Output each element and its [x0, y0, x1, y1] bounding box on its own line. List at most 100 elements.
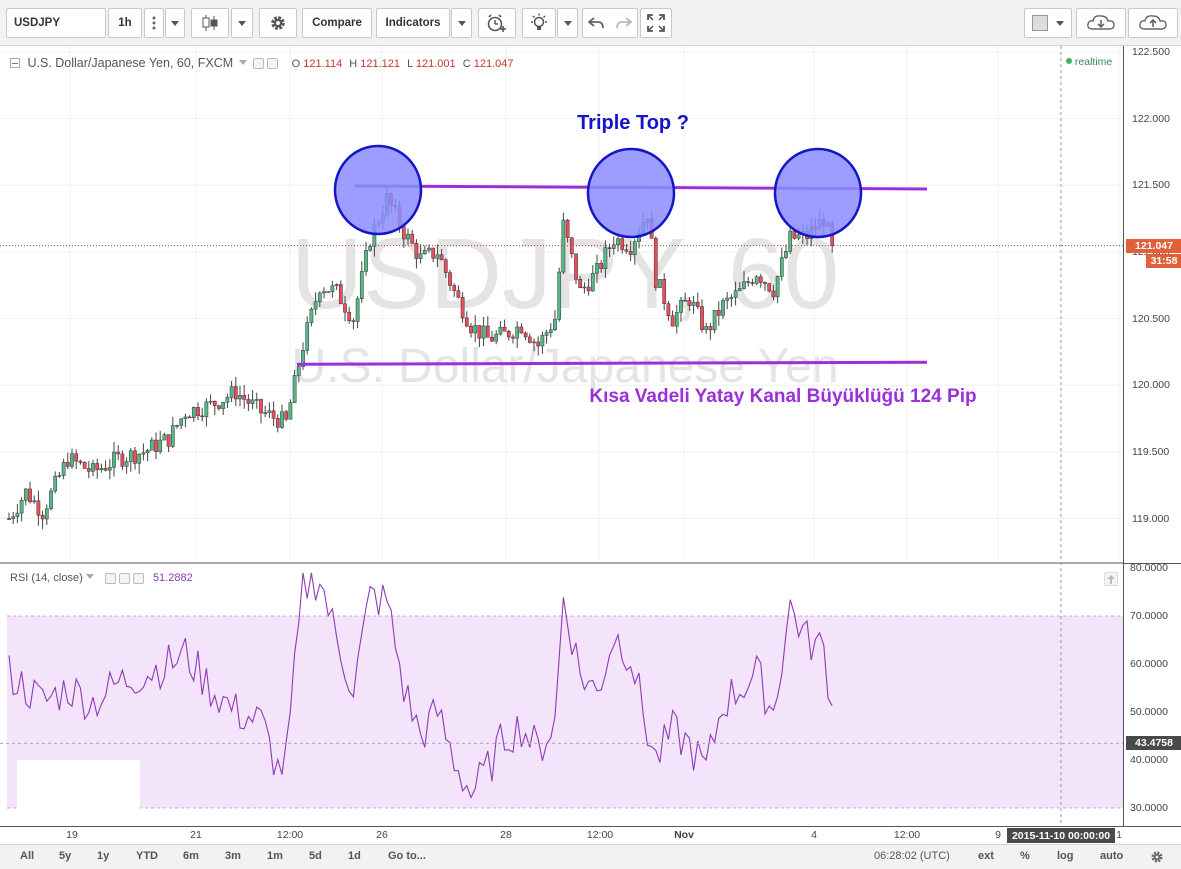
candle-body [670, 315, 675, 327]
candle [19, 497, 24, 522]
chart-style-candles-button[interactable] [191, 8, 229, 38]
collapse-legend-icon[interactable] [10, 58, 20, 68]
chart-style-chevron-down-icon[interactable] [231, 8, 253, 38]
candle-body [708, 326, 713, 331]
candle-body [57, 475, 62, 477]
candle-body [166, 434, 171, 447]
interval-dropdown-chevron-down-icon[interactable] [165, 8, 185, 38]
range-button-1m[interactable]: 1m [267, 850, 283, 862]
candle-body [729, 297, 734, 299]
rsi-tick-label: 40.0000 [1130, 754, 1168, 766]
rsi-maximize-button[interactable] [1104, 572, 1118, 586]
range-button-ytd[interactable]: YTD [136, 850, 158, 862]
candle [44, 504, 49, 525]
range-button-5d[interactable]: 5d [309, 850, 322, 862]
series-settings-gear-icon[interactable] [267, 58, 279, 70]
rsi-settings-gear-icon[interactable] [118, 572, 130, 584]
series-menu-chevron-down-icon[interactable] [238, 60, 247, 65]
candle [443, 258, 448, 278]
candle-body [44, 508, 49, 520]
candle-body [481, 325, 486, 339]
chart-plot-area[interactable]: USDJPY, 60 U.S. Dollar/Japanese Yen Triple… [0, 46, 1123, 858]
chart-canvas[interactable]: USDJPY, 60U.S. Dollar/Japanese YenTriple… [0, 46, 1123, 826]
color-theme-button[interactable] [1024, 8, 1072, 38]
undo-icon[interactable] [588, 16, 604, 30]
candle-body [746, 281, 751, 283]
candle [154, 432, 158, 460]
load-layout-button[interactable] [1076, 8, 1126, 38]
candle-body [603, 247, 608, 269]
goto-date-button[interactable]: Go to... [388, 850, 426, 862]
candle [364, 241, 368, 276]
ideas-button[interactable] [522, 8, 556, 38]
redo-icon[interactable] [616, 16, 632, 30]
ideas-chevron-down-icon[interactable] [557, 8, 578, 38]
bottom-toolbar: All 5y 1y YTD 6m 3m 1m 5d 1d Go to... 06:28:02 (… [0, 844, 1181, 869]
candle-body [523, 332, 528, 338]
candle-body [170, 425, 175, 447]
candle [628, 240, 633, 262]
candle [616, 234, 620, 252]
range-button-3m[interactable]: 3m [225, 850, 241, 862]
candle [99, 463, 104, 473]
save-layout-button[interactable] [1128, 8, 1178, 38]
candle [473, 315, 478, 343]
candle-body [137, 453, 142, 464]
candle [196, 402, 200, 421]
rsi-tick-label: 60.0000 [1130, 658, 1168, 670]
candle [292, 369, 297, 404]
range-button-6m[interactable]: 6m [183, 850, 199, 862]
candle [574, 253, 578, 285]
range-button-1d[interactable]: 1d [348, 850, 361, 862]
candle-body [691, 301, 696, 306]
candle-body [91, 463, 95, 472]
candle [662, 273, 667, 311]
auto-scale-toggle[interactable]: auto [1100, 850, 1124, 862]
candle-body [737, 288, 742, 291]
extended-hours-toggle[interactable]: ext [978, 850, 994, 862]
settings-button[interactable] [259, 8, 297, 38]
range-button-all[interactable]: All [20, 850, 35, 862]
candle [582, 282, 587, 294]
candle-body [107, 467, 112, 471]
candle-body [28, 488, 32, 503]
rsi-visibility-eye-icon[interactable] [104, 572, 116, 584]
compare-button[interactable]: Compare [302, 8, 372, 38]
axis-settings-gear-icon[interactable] [1150, 850, 1164, 864]
candle-body [565, 219, 570, 238]
realtime-dot-icon [1066, 58, 1072, 64]
log-scale-toggle[interactable]: log [1057, 850, 1074, 862]
candle [309, 307, 314, 327]
range-button-1y[interactable]: 1y [97, 850, 110, 862]
time-axis[interactable]: 19 21 12:00 26 28 12:00 Nov 4 12:00 9 1 2015-11-10 … [0, 826, 1181, 844]
fullscreen-button[interactable] [640, 8, 672, 38]
indicators-chevron-down-icon[interactable] [451, 8, 472, 38]
candle-body [212, 400, 217, 406]
candle-body [95, 463, 100, 471]
candle [716, 301, 721, 326]
rsi-menu-chevron-down-icon[interactable] [85, 574, 94, 579]
candle [191, 406, 196, 422]
interval-button[interactable]: 1h [108, 8, 142, 38]
interval-more-icon[interactable] [144, 8, 164, 38]
indicators-button[interactable]: Indicators [376, 8, 450, 38]
candle [7, 512, 11, 520]
candle-body [120, 453, 125, 467]
candle-body [506, 330, 511, 338]
candle-body [86, 468, 91, 472]
candle [330, 280, 335, 298]
symbol-search-input[interactable]: USDJPY [6, 8, 106, 38]
rsi-close-icon[interactable] [132, 572, 144, 584]
alert-button[interactable] [478, 8, 516, 38]
series-visibility-eye-icon[interactable] [253, 58, 265, 70]
candle-body [292, 375, 297, 403]
candle [288, 399, 293, 420]
candle [200, 407, 205, 422]
candle [91, 459, 95, 476]
main-series-legend: U.S. Dollar/Japanese Yen, 60, FXCM O 121… [10, 56, 513, 70]
time-tick-label: Nov [674, 829, 694, 841]
price-axis[interactable]: 122.500122.000121.500121.000120.500120.0… [1123, 46, 1181, 826]
high-value: 121.121 [360, 58, 401, 70]
range-button-5y[interactable]: 5y [59, 850, 72, 862]
percent-scale-toggle[interactable]: % [1020, 850, 1030, 862]
